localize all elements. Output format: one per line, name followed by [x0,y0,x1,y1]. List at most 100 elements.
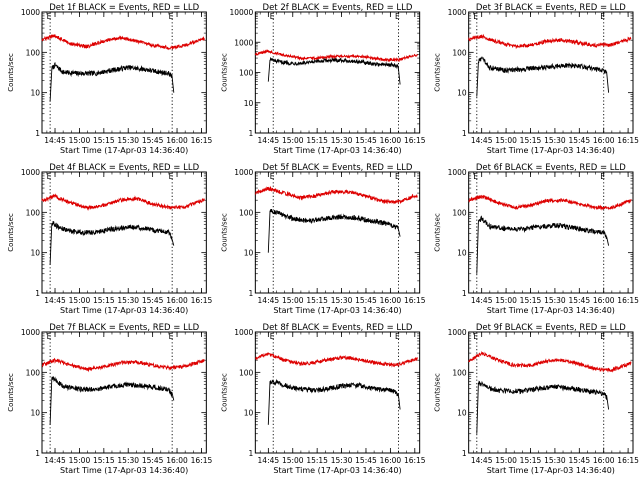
y-tick-label: 10000 [229,8,253,17]
x-tick-label: 15:30 [544,136,566,145]
lld-series-line [468,33,632,50]
event-marker-label: E [47,172,52,181]
detector-panel: Det 7f BLACK = Events, RED = LLD 1 10 100 10… [7,323,212,475]
x-tick-label: 16:00 [166,296,188,305]
event-marker-label: E [169,332,174,341]
x-tick-label: 15:15 [520,456,542,465]
x-tick-label: 14:45 [258,296,280,305]
x-tick-label: 16:15 [617,296,639,305]
event-marker-label: E [395,172,400,181]
x-tick-label: 15:15 [93,136,115,145]
y-tick-label: 10 [244,99,254,108]
x-tick-label: 15:45 [142,296,164,305]
lld-series-line [254,352,419,368]
y-tick-label: 10 [30,89,40,98]
x-tick-label: 15:15 [306,296,328,305]
x-axis-label: Start Time (17-Apr-03 14:36:40) [487,146,615,155]
y-tick-label: 10 [30,249,40,258]
events-series-line [49,62,175,102]
event-marker-label: E [169,172,174,181]
lld-series-line [41,357,205,373]
detector-panel: Det 9f BLACK = Events, RED = LLD 1 10 100 10… [434,323,639,475]
plot-frame [468,171,634,294]
lld-series-line [41,193,205,211]
y-tick-label: 1 [249,289,254,298]
y-tick-label: 1000 [21,8,40,17]
event-marker-label: E [600,172,605,181]
y-tick-label: 100 [26,208,41,217]
panel-title: Det 9f BLACK = Events, RED = LLD [476,323,626,333]
y-tick-label: 10 [244,409,254,418]
y-tick-label: 1000 [448,8,467,17]
x-axis-label: Start Time (17-Apr-03 14:36:40) [487,466,615,475]
panel-title: Det 1f BLACK = Events, RED = LLD [49,3,199,13]
x-tick-label: 14:45 [258,136,280,145]
panel-title: Det 3f BLACK = Events, RED = LLD [476,3,626,13]
y-axis-label: Counts/sec [220,53,228,92]
event-marker-label: E [473,332,478,341]
plot-frame [41,171,207,294]
x-tick-label: 15:30 [544,456,566,465]
x-tick-label: 15:15 [520,136,542,145]
x-tick-label: 16:00 [593,296,615,305]
event-marker-label: E [600,12,605,21]
events-series-line [267,56,401,85]
y-axis-label: Counts/sec [220,213,228,252]
event-marker-label: E [169,12,174,21]
y-tick-label: 100 [452,368,467,377]
y-tick-label: 1000 [234,38,253,47]
x-tick-label: 15:45 [142,136,164,145]
y-tick-label: 1000 [234,168,253,177]
y-tick-label: 1000 [21,168,40,177]
y-tick-label: 1 [462,129,467,138]
y-tick-label: 10 [457,409,467,418]
detector-panel: Det 8f BLACK = Events, RED = LLD 1 10 100 10… [220,323,425,475]
x-axis-label: Start Time (17-Apr-03 14:36:40) [487,306,615,315]
x-tick-label: 15:00 [69,456,91,465]
plot-frame [41,11,207,134]
panel-title: Det 5f BLACK = Events, RED = LLD [263,163,413,173]
y-tick-label: 1000 [448,328,467,337]
x-tick-label: 15:00 [282,136,304,145]
panel-title: Det 7f BLACK = Events, RED = LLD [49,323,199,333]
plot-frame [468,331,634,454]
y-tick-label: 1000 [448,168,467,177]
y-tick-label: 10 [244,249,254,258]
x-tick-label: 14:45 [44,456,66,465]
x-tick-label: 15:30 [331,136,353,145]
x-tick-label: 16:00 [166,456,188,465]
x-tick-label: 14:45 [471,136,493,145]
plot-frame [41,331,207,454]
y-tick-label: 10 [457,249,467,258]
x-tick-label: 15:15 [93,296,115,305]
events-series-line [476,380,610,434]
detector-panel: Det 2f BLACK = Events, RED = LLD 1 10 100 10… [220,3,425,155]
x-axis-label: Start Time (17-Apr-03 14:36:40) [60,306,188,315]
x-tick-label: 15:00 [69,296,91,305]
y-axis-label: Counts/sec [434,213,442,252]
panel-title: Det 2f BLACK = Events, RED = LLD [263,3,413,13]
x-tick-label: 16:15 [404,456,426,465]
plot-frame [468,11,634,134]
y-tick-label: 100 [239,368,254,377]
y-tick-label: 1000 [234,328,253,337]
x-tick-label: 15:30 [331,456,353,465]
x-tick-label: 14:45 [471,296,493,305]
x-axis-label: Start Time (17-Apr-03 14:36:40) [60,146,188,155]
x-tick-label: 15:30 [117,296,139,305]
x-tick-label: 15:45 [142,456,164,465]
x-tick-label: 16:00 [380,456,402,465]
panel-title: Det 8f BLACK = Events, RED = LLD [263,323,413,333]
x-tick-label: 15:00 [495,456,517,465]
x-tick-label: 15:15 [93,456,115,465]
panel-title: Det 6f BLACK = Events, RED = LLD [476,163,626,173]
event-marker-label: E [473,12,478,21]
x-tick-label: 14:45 [44,136,66,145]
x-tick-label: 15:00 [282,456,304,465]
y-tick-label: 100 [239,69,254,78]
x-tick-label: 15:00 [69,136,91,145]
detector-panel: Det 5f BLACK = Events, RED = LLD 1 10 100 10… [220,163,425,315]
x-tick-label: 15:45 [355,456,377,465]
y-axis-label: Counts/sec [7,373,15,412]
y-tick-label: 100 [452,48,467,57]
